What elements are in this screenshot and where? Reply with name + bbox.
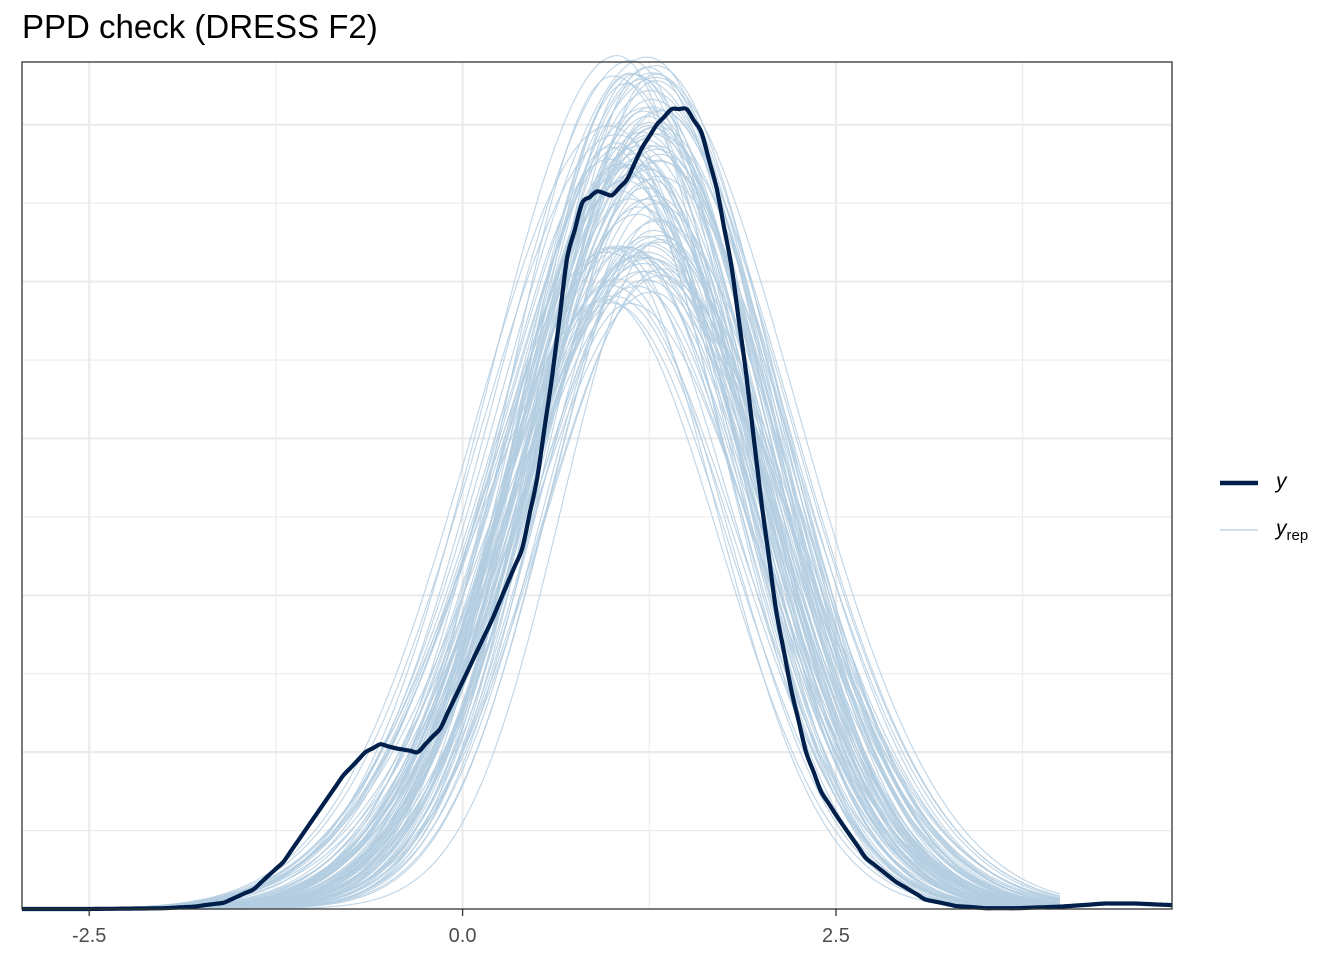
y-line-group (21, 106, 1173, 912)
yrep-line (81, 90, 1061, 910)
yrep-line (81, 178, 1061, 910)
legend-label-y: y (1274, 470, 1288, 493)
yrep-line (81, 65, 1061, 910)
chart-title: PPD check (DRESS F2) (22, 8, 378, 45)
yrep-line (81, 107, 1061, 910)
yrep-line (81, 75, 1061, 910)
yrep-line (81, 146, 1061, 910)
x-tick-label: -2.5 (72, 925, 106, 947)
yrep-line (81, 156, 1060, 910)
legend-subscript: rep (1287, 527, 1309, 544)
yrep-line (81, 247, 1061, 910)
legend-label-yrep: yrep (1274, 517, 1308, 544)
yrep-line (81, 59, 1061, 910)
yrep-line (81, 72, 1061, 910)
yrep-line (81, 303, 1061, 910)
legend: y yrep (1220, 470, 1308, 544)
grid-minor (22, 62, 1172, 909)
y-line (21, 106, 1173, 912)
yrep-line (81, 229, 1061, 910)
panel-border (21, 61, 1173, 910)
yrep-line (81, 106, 1061, 910)
x-tick-label: 2.5 (822, 925, 850, 947)
x-tick-label: 0.0 (449, 925, 477, 947)
yrep-lines (81, 55, 1061, 910)
x-axis: -2.5 0.0 2.5 (72, 909, 850, 947)
